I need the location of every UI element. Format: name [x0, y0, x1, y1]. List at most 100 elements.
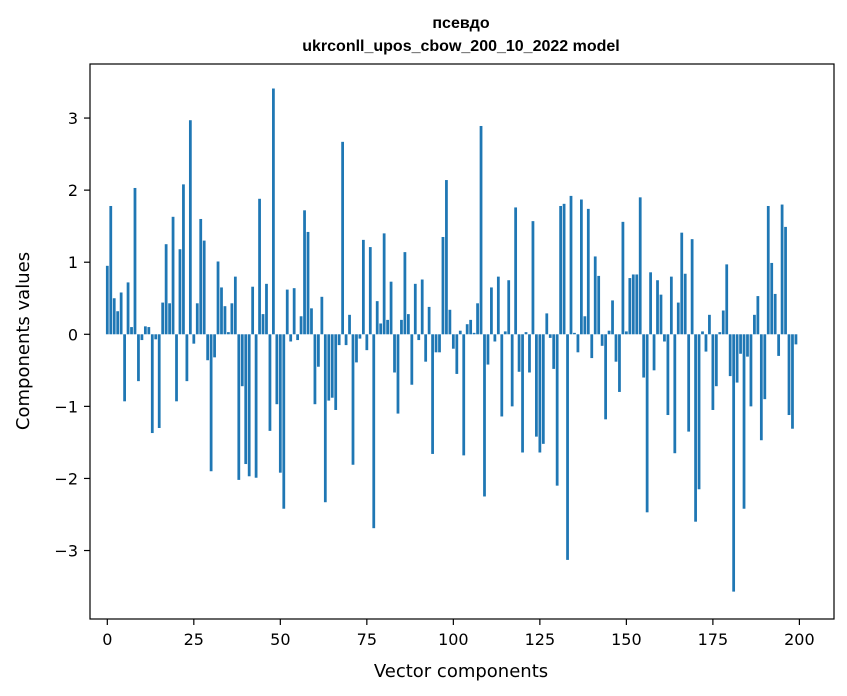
bar-135 [573, 332, 576, 335]
bar-131 [559, 205, 563, 335]
bar-84 [396, 334, 400, 414]
bar-63 [323, 334, 327, 503]
bar-199 [794, 334, 798, 345]
bar-27 [199, 218, 203, 335]
bar-60 [313, 334, 317, 405]
bar-26 [195, 303, 199, 335]
bar-190 [763, 334, 767, 400]
bar-111 [490, 287, 493, 335]
bar-154 [638, 197, 642, 335]
bar-46 [265, 283, 268, 335]
bar-7 [130, 327, 133, 335]
bar-24 [188, 120, 192, 335]
bar-93 [427, 306, 431, 335]
bar-198 [791, 334, 794, 429]
bar-164 [673, 334, 677, 454]
bar-120 [521, 334, 524, 453]
bar-47 [268, 334, 272, 431]
bar-32 [216, 261, 220, 335]
bar-71 [351, 334, 355, 465]
x-tick-label-150: 150 [611, 630, 642, 649]
bar-43 [254, 334, 258, 478]
x-tick-label-200: 200 [784, 630, 815, 649]
bar-197 [787, 334, 791, 416]
x-axis-ticks: 0 25 50 75 100 125 150 175 200 [102, 619, 815, 649]
bar-35 [227, 332, 230, 335]
bar-121 [524, 332, 528, 335]
bar-102 [458, 330, 462, 335]
bar-145 [607, 330, 611, 335]
bar-16 [161, 302, 165, 335]
bar-19 [171, 216, 175, 335]
bar-132 [562, 203, 566, 335]
bar-117 [510, 334, 514, 407]
y-tick-label-0: −3 [54, 542, 78, 561]
bar-81 [386, 319, 389, 335]
bar-0 [105, 265, 109, 335]
bar-13 [150, 334, 154, 434]
bar-99 [448, 309, 452, 335]
bar-33 [220, 287, 223, 335]
bar-59 [310, 308, 313, 335]
bar-1 [109, 205, 113, 335]
bar-175 [711, 334, 715, 410]
bar-165 [676, 302, 680, 335]
bar-157 [649, 272, 652, 335]
bar-45 [261, 314, 265, 335]
bar-105 [469, 319, 473, 335]
bar-11 [143, 326, 147, 335]
bar-89 [413, 283, 417, 335]
x-tick-label-100: 100 [438, 630, 469, 649]
bar-69 [344, 334, 348, 346]
bar-94 [431, 334, 434, 454]
y-tick-label-1: −2 [54, 469, 78, 488]
bar-48 [272, 88, 275, 335]
bar-127 [545, 313, 549, 335]
bar-106 [472, 332, 476, 335]
bar-95 [434, 334, 438, 353]
bar-188 [756, 296, 760, 335]
bar-153 [635, 274, 639, 335]
bar-64 [327, 334, 331, 401]
bar-146 [611, 300, 614, 335]
bar-167 [683, 273, 687, 335]
bar-17 [164, 244, 168, 335]
bar-139 [586, 208, 590, 335]
bar-14 [154, 334, 158, 340]
bar-182 [735, 334, 739, 383]
bar-78 [375, 301, 379, 335]
bar-65 [330, 334, 334, 398]
bar-55 [296, 334, 300, 341]
bar-129 [552, 334, 556, 369]
bar-108 [479, 125, 483, 335]
bar-39 [240, 334, 244, 387]
bar-136 [576, 334, 580, 353]
bar-25 [192, 334, 196, 344]
bar-151 [628, 278, 632, 335]
bar-128 [548, 334, 552, 338]
chart-title-line-1: псевдо [432, 15, 489, 32]
bar-51 [282, 334, 286, 509]
bar-20 [175, 334, 178, 402]
bar-196 [784, 226, 787, 335]
y-tick-label-3: 0 [68, 325, 78, 344]
bar-80 [382, 233, 386, 335]
bar-103 [462, 334, 466, 456]
bar-62 [320, 296, 324, 335]
y-tick-label-5: 2 [68, 181, 78, 200]
bar-119 [517, 334, 521, 372]
bar-142 [597, 275, 601, 335]
bar-187 [753, 314, 756, 335]
bar-141 [593, 256, 597, 335]
bar-2 [112, 298, 116, 335]
bar-125 [538, 334, 542, 453]
bar-42 [251, 286, 255, 335]
bar-179 [725, 264, 729, 335]
bar-149 [621, 221, 625, 335]
bar-115 [503, 331, 507, 335]
bar-44 [258, 198, 261, 335]
bar-8 [133, 187, 137, 335]
bar-122 [528, 334, 531, 373]
bar-159 [656, 280, 659, 335]
bar-58 [306, 231, 310, 335]
